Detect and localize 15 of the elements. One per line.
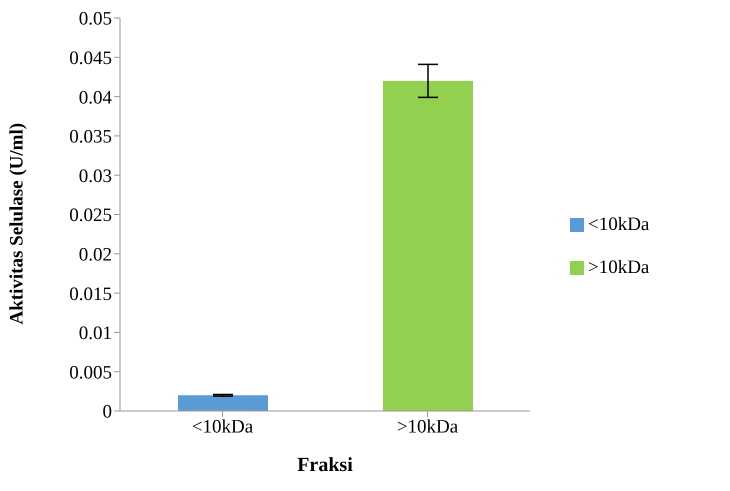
legend-label: <10kDa (588, 214, 650, 234)
x-axis-title: Fraksi (297, 454, 354, 476)
legend-label: >10kDa (588, 256, 650, 278)
y-tick-label: 0.04 (78, 87, 112, 108)
y-tick-label: 0.045 (69, 48, 112, 70)
y-tick-label: 0.015 (69, 284, 112, 305)
y-tick-label: 0.02 (78, 244, 112, 266)
y-tick-label: 0.005 (69, 362, 112, 384)
y-tick-label: 0.05 (78, 8, 112, 30)
y-tick-label: 0.035 (69, 126, 112, 148)
y-tick-label: 0.025 (69, 205, 112, 226)
y-tick-label: 0.03 (78, 166, 112, 187)
y-tick-label: 0.01 (78, 323, 112, 344)
y-tick-label: 0 (102, 402, 112, 423)
y-axis-title: Aktivitas Selulase (U/ml) (6, 122, 28, 324)
